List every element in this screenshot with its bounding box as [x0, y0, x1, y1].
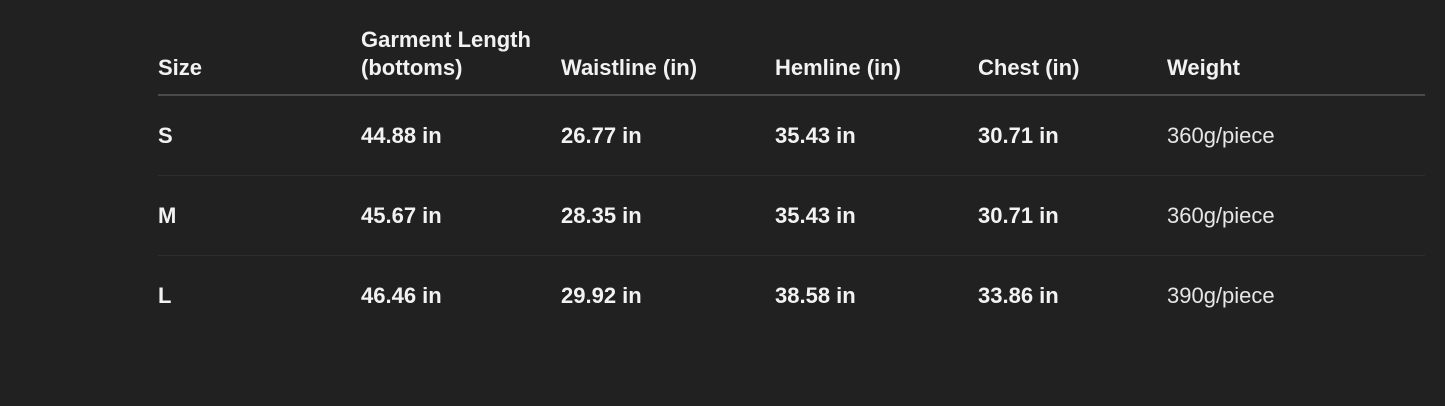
size-chart-table: Size Garment Length (bottoms) Waistline …	[158, 18, 1425, 335]
header-row: Size Garment Length (bottoms) Waistline …	[158, 18, 1425, 96]
cell-garment-length: 46.46 in	[361, 282, 442, 308]
cell-size: L	[158, 282, 172, 308]
header-chest: Chest (in)	[978, 18, 1167, 96]
cell-chest: 30.71 in	[978, 175, 1167, 256]
cell-weight: 390g/piece	[1167, 282, 1275, 308]
table-row: S 44.88 in 26.77 in 35.43 in 30.71 in 360g/pi…	[158, 95, 1425, 176]
cell-garment-length: 44.88 in	[361, 95, 561, 176]
cell-garment-length: 45.67 in	[361, 175, 561, 256]
cell-size: S	[158, 95, 361, 176]
header-garment-length-text: Garment Length (bottoms)	[361, 27, 531, 80]
cell-hemline: 35.43 in	[775, 175, 978, 256]
header-hemline: Hemline (in)	[775, 18, 978, 96]
cell-hemline: 35.43 in	[775, 95, 978, 176]
table-row: L 46.46 in 29.92 in 38.58 in 33.86 in 390g/pi…	[158, 256, 1425, 336]
cell-waistline: 28.35 in	[561, 175, 775, 256]
cell-hemline: 38.58 in	[775, 282, 856, 308]
cell-waistline: 29.92 in	[561, 282, 642, 308]
header-weight: Weight	[1167, 18, 1425, 96]
header-waistline: Waistline (in)	[561, 18, 775, 96]
cell-weight: 360g/piece	[1167, 95, 1425, 176]
cell-chest: 30.71 in	[978, 95, 1167, 176]
cell-size: M	[158, 175, 361, 256]
header-garment-length: Garment Length (bottoms)	[361, 18, 561, 96]
header-size: Size	[158, 18, 361, 96]
table-row: M 45.67 in 28.35 in 35.43 in 30.71 in 360g/pi…	[158, 175, 1425, 256]
cell-weight: 360g/piece	[1167, 175, 1425, 256]
cell-waistline: 26.77 in	[561, 95, 775, 176]
cell-chest: 33.86 in	[978, 282, 1059, 308]
